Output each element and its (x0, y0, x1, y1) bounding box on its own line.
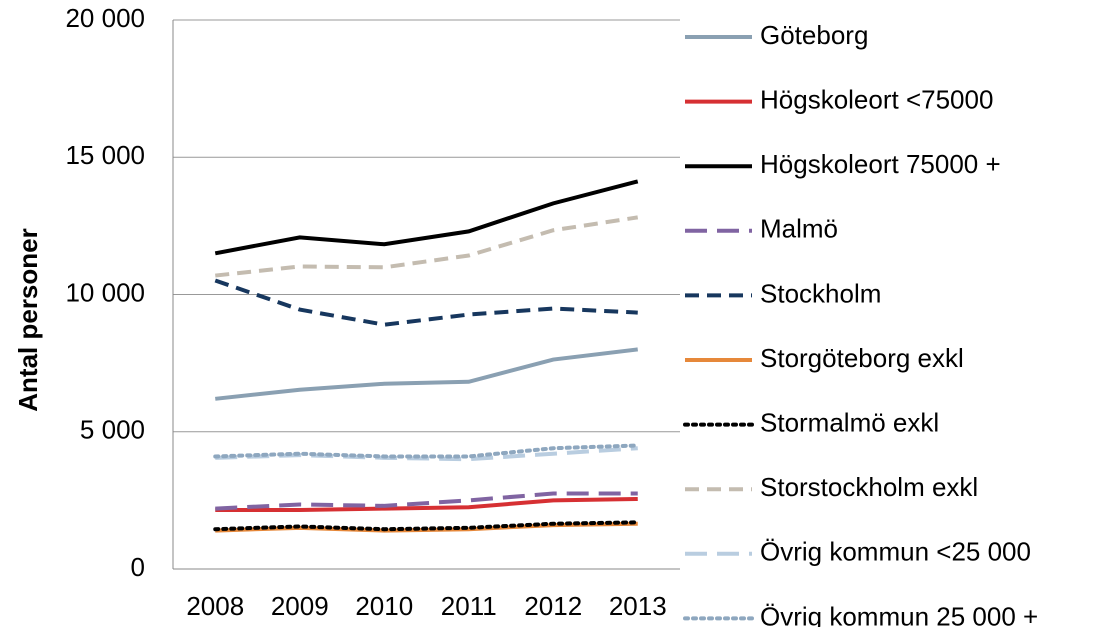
legend-label: Stormalmö exkl (760, 407, 939, 437)
legend-label: Storstockholm exkl (760, 472, 978, 502)
series-line (214, 179, 639, 256)
series-line (215, 446, 638, 462)
series-line (213, 520, 640, 532)
y-tick-label: 10 000 (65, 277, 145, 307)
x-tick-label: 2012 (524, 591, 582, 621)
series-line (214, 278, 638, 327)
x-tick-label: 2008 (186, 591, 244, 621)
legend-label: Högskoleort 75000 + (760, 149, 1001, 179)
legend-label: Övrig kommun 25 000 + (760, 601, 1038, 627)
y-tick-label: 5 000 (80, 415, 145, 445)
legend-label: Göteborg (760, 20, 868, 50)
x-tick-label: 2009 (271, 591, 329, 621)
x-tick-label: 2013 (609, 591, 667, 621)
legend-label: Malmö (760, 214, 838, 244)
x-tick-label: 2010 (355, 591, 413, 621)
legend-label: Övrig kommun <25 000 (760, 537, 1031, 567)
y-axis-label: Antal personer (13, 228, 43, 412)
series-line (215, 497, 638, 512)
y-tick-label: 0 (131, 552, 145, 582)
y-tick-label: 20 000 (65, 3, 145, 33)
legend-label: Stockholm (760, 278, 881, 308)
series-line (215, 491, 638, 511)
y-tick-label: 15 000 (65, 140, 145, 170)
series-line (215, 215, 639, 278)
legend-label: Storgöteborg exkl (760, 343, 964, 373)
x-tick-label: 2011 (441, 591, 497, 621)
series-line (213, 443, 640, 459)
legend-label: Högskoleort <75000 (760, 84, 993, 114)
series-line (215, 347, 638, 401)
